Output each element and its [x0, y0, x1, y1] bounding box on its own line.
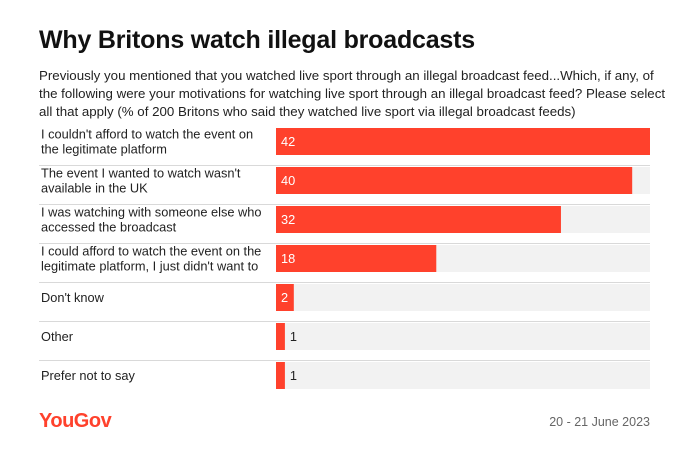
bar-track [276, 323, 650, 350]
category-label: I was watching with someone else who acce… [41, 205, 262, 235]
category-label: I couldn't afford to watch the event on t… [41, 127, 253, 157]
category-label: Don't know [41, 290, 105, 305]
bar-value-label: 40 [281, 173, 295, 188]
bar [276, 128, 650, 155]
bar [276, 167, 633, 194]
bar-value-label: 2 [281, 290, 288, 305]
bar [276, 284, 294, 311]
bar [276, 245, 437, 272]
bar [276, 323, 285, 350]
bar-value-label: 1 [290, 329, 297, 344]
bar-track [276, 284, 650, 311]
chart-subtitle: Previously you mentioned that you watche… [39, 68, 666, 119]
survey-date: 20 - 21 June 2023 [549, 415, 650, 429]
category-label: Other [41, 329, 74, 344]
bar-track [276, 362, 650, 389]
yougov-logo: YouGov [39, 410, 112, 432]
bar-value-label: 42 [281, 134, 295, 149]
bar [276, 206, 561, 233]
bar-value-label: 32 [281, 212, 295, 227]
bar-value-label: 1 [290, 368, 297, 383]
bar-value-label: 18 [281, 251, 295, 266]
bar [276, 362, 285, 389]
category-label: Prefer not to say [41, 368, 135, 383]
category-label: The event I wanted to watch wasn't availa… [41, 166, 241, 196]
chart-title: Why Britons watch illegal broadcasts [39, 26, 475, 54]
category-label: I could afford to watch the event on the… [41, 244, 261, 274]
